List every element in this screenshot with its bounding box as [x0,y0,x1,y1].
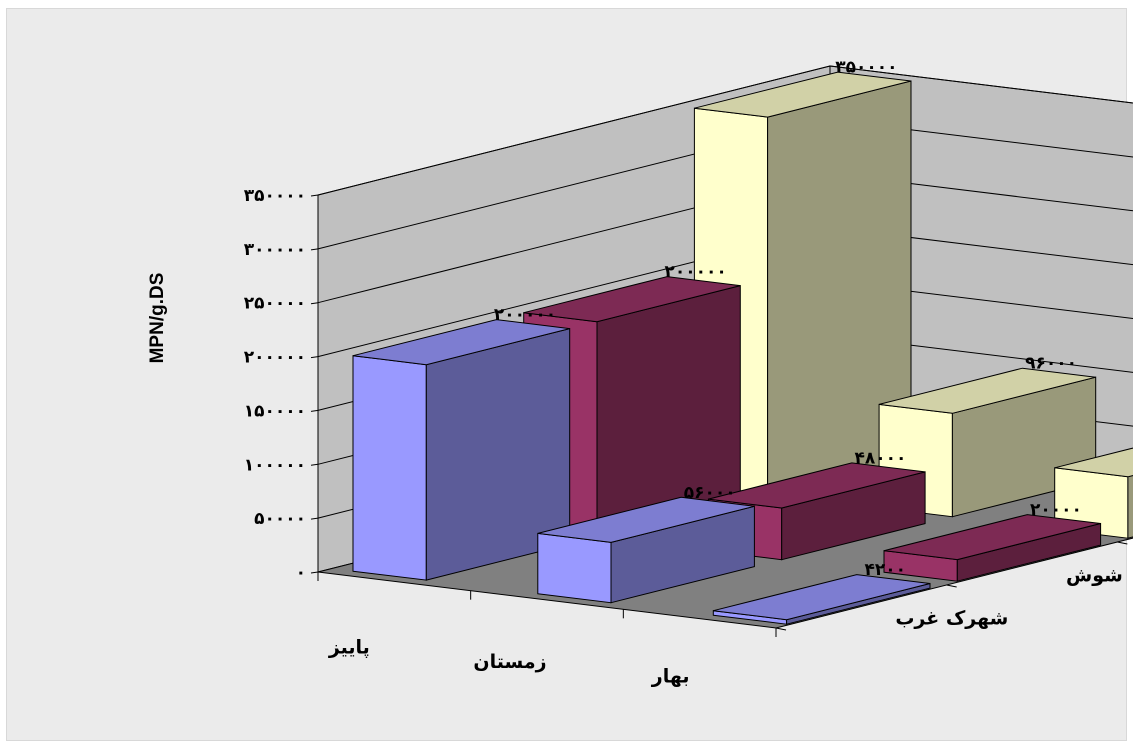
y-tick [310,194,319,197]
y-axis-title: MPN/g.DS [147,273,168,364]
y-tick [310,409,319,412]
gridline [317,65,1133,196]
bar-top [694,71,912,118]
y-tick-label: ۳۵۰۰۰۰ [244,186,306,206]
bar-side [1127,475,1133,539]
y-tick [310,571,319,574]
bar-top [352,319,570,366]
y-tick [310,517,319,520]
y-tick [310,302,319,305]
series-tick [1117,541,1128,545]
category-label: بهار [651,666,690,688]
bar-top [713,574,931,621]
bar [537,496,755,604]
category-label: زمستان [473,651,546,673]
category-axis: پاییز زمستان بهار [317,572,777,688]
y-tick-label: ۱۰۰۰۰۰ [244,455,306,475]
bar-top [1054,447,1133,478]
data-label: ۲۰۰۰۰۰ [494,305,556,325]
bar-top [878,367,1096,414]
category-label: پاییز [328,636,370,658]
series-label: شهرک غرب [895,608,1008,630]
y-axis: ۰ ۵۰۰۰۰ ۱۰۰۰۰۰ ۱۵۰۰۰۰ ۲۰۰۰۰۰ ۲۵۰۰۰۰ ۳۰۰۰۰۰ ۳۵۰۰… [244,186,319,583]
bar-front [537,532,612,604]
y-tick-label: ۰ [296,563,306,583]
series-tick [946,584,957,588]
bar-front [352,355,427,581]
bar-top [708,462,926,509]
y-tick-label: ۲۰۰۰۰۰ [244,348,306,368]
data-label: ۹۶۰۰۰ [1025,354,1077,374]
data-label: ۴۸۰۰۰ [854,448,906,468]
y-tick [310,248,319,251]
y-tick-label: ۲۵۰۰۰۰ [244,294,306,314]
data-label: ۲۰۰۰۰۰ [665,262,727,282]
bar [352,319,571,581]
bar [712,574,931,625]
series-axis: شهرک غربشوششهید محلاتی [775,541,1128,631]
bar-top [883,514,1101,561]
y-tick [310,463,319,466]
series-label: شوش [1066,565,1123,587]
series-tick [775,627,787,631]
data-label: ۵۶۰۰۰ [684,483,736,503]
data-label: ۴۲۰۰ [865,560,907,580]
bars: ۳۵۰۰۰۰۹۶۰۰۰۵۷۰۰۰۲۰۰۰۰۰۴۸۰۰۰۲۰۰۰۰۲۰۰۰۰۰۵۶… [352,58,1133,625]
y-tick-label: ۳۰۰۰۰۰ [244,240,306,260]
y-tick-label: ۱۵۰۰۰۰ [244,401,306,421]
data-label: ۳۵۰۰۰۰ [835,58,897,78]
data-label: ۲۰۰۰۰ [1030,500,1082,520]
bar-top [523,276,741,323]
y-tick [310,356,319,359]
y-tick-label: ۵۰۰۰۰ [254,509,306,529]
bar-top [537,496,755,543]
bar [883,514,1102,582]
